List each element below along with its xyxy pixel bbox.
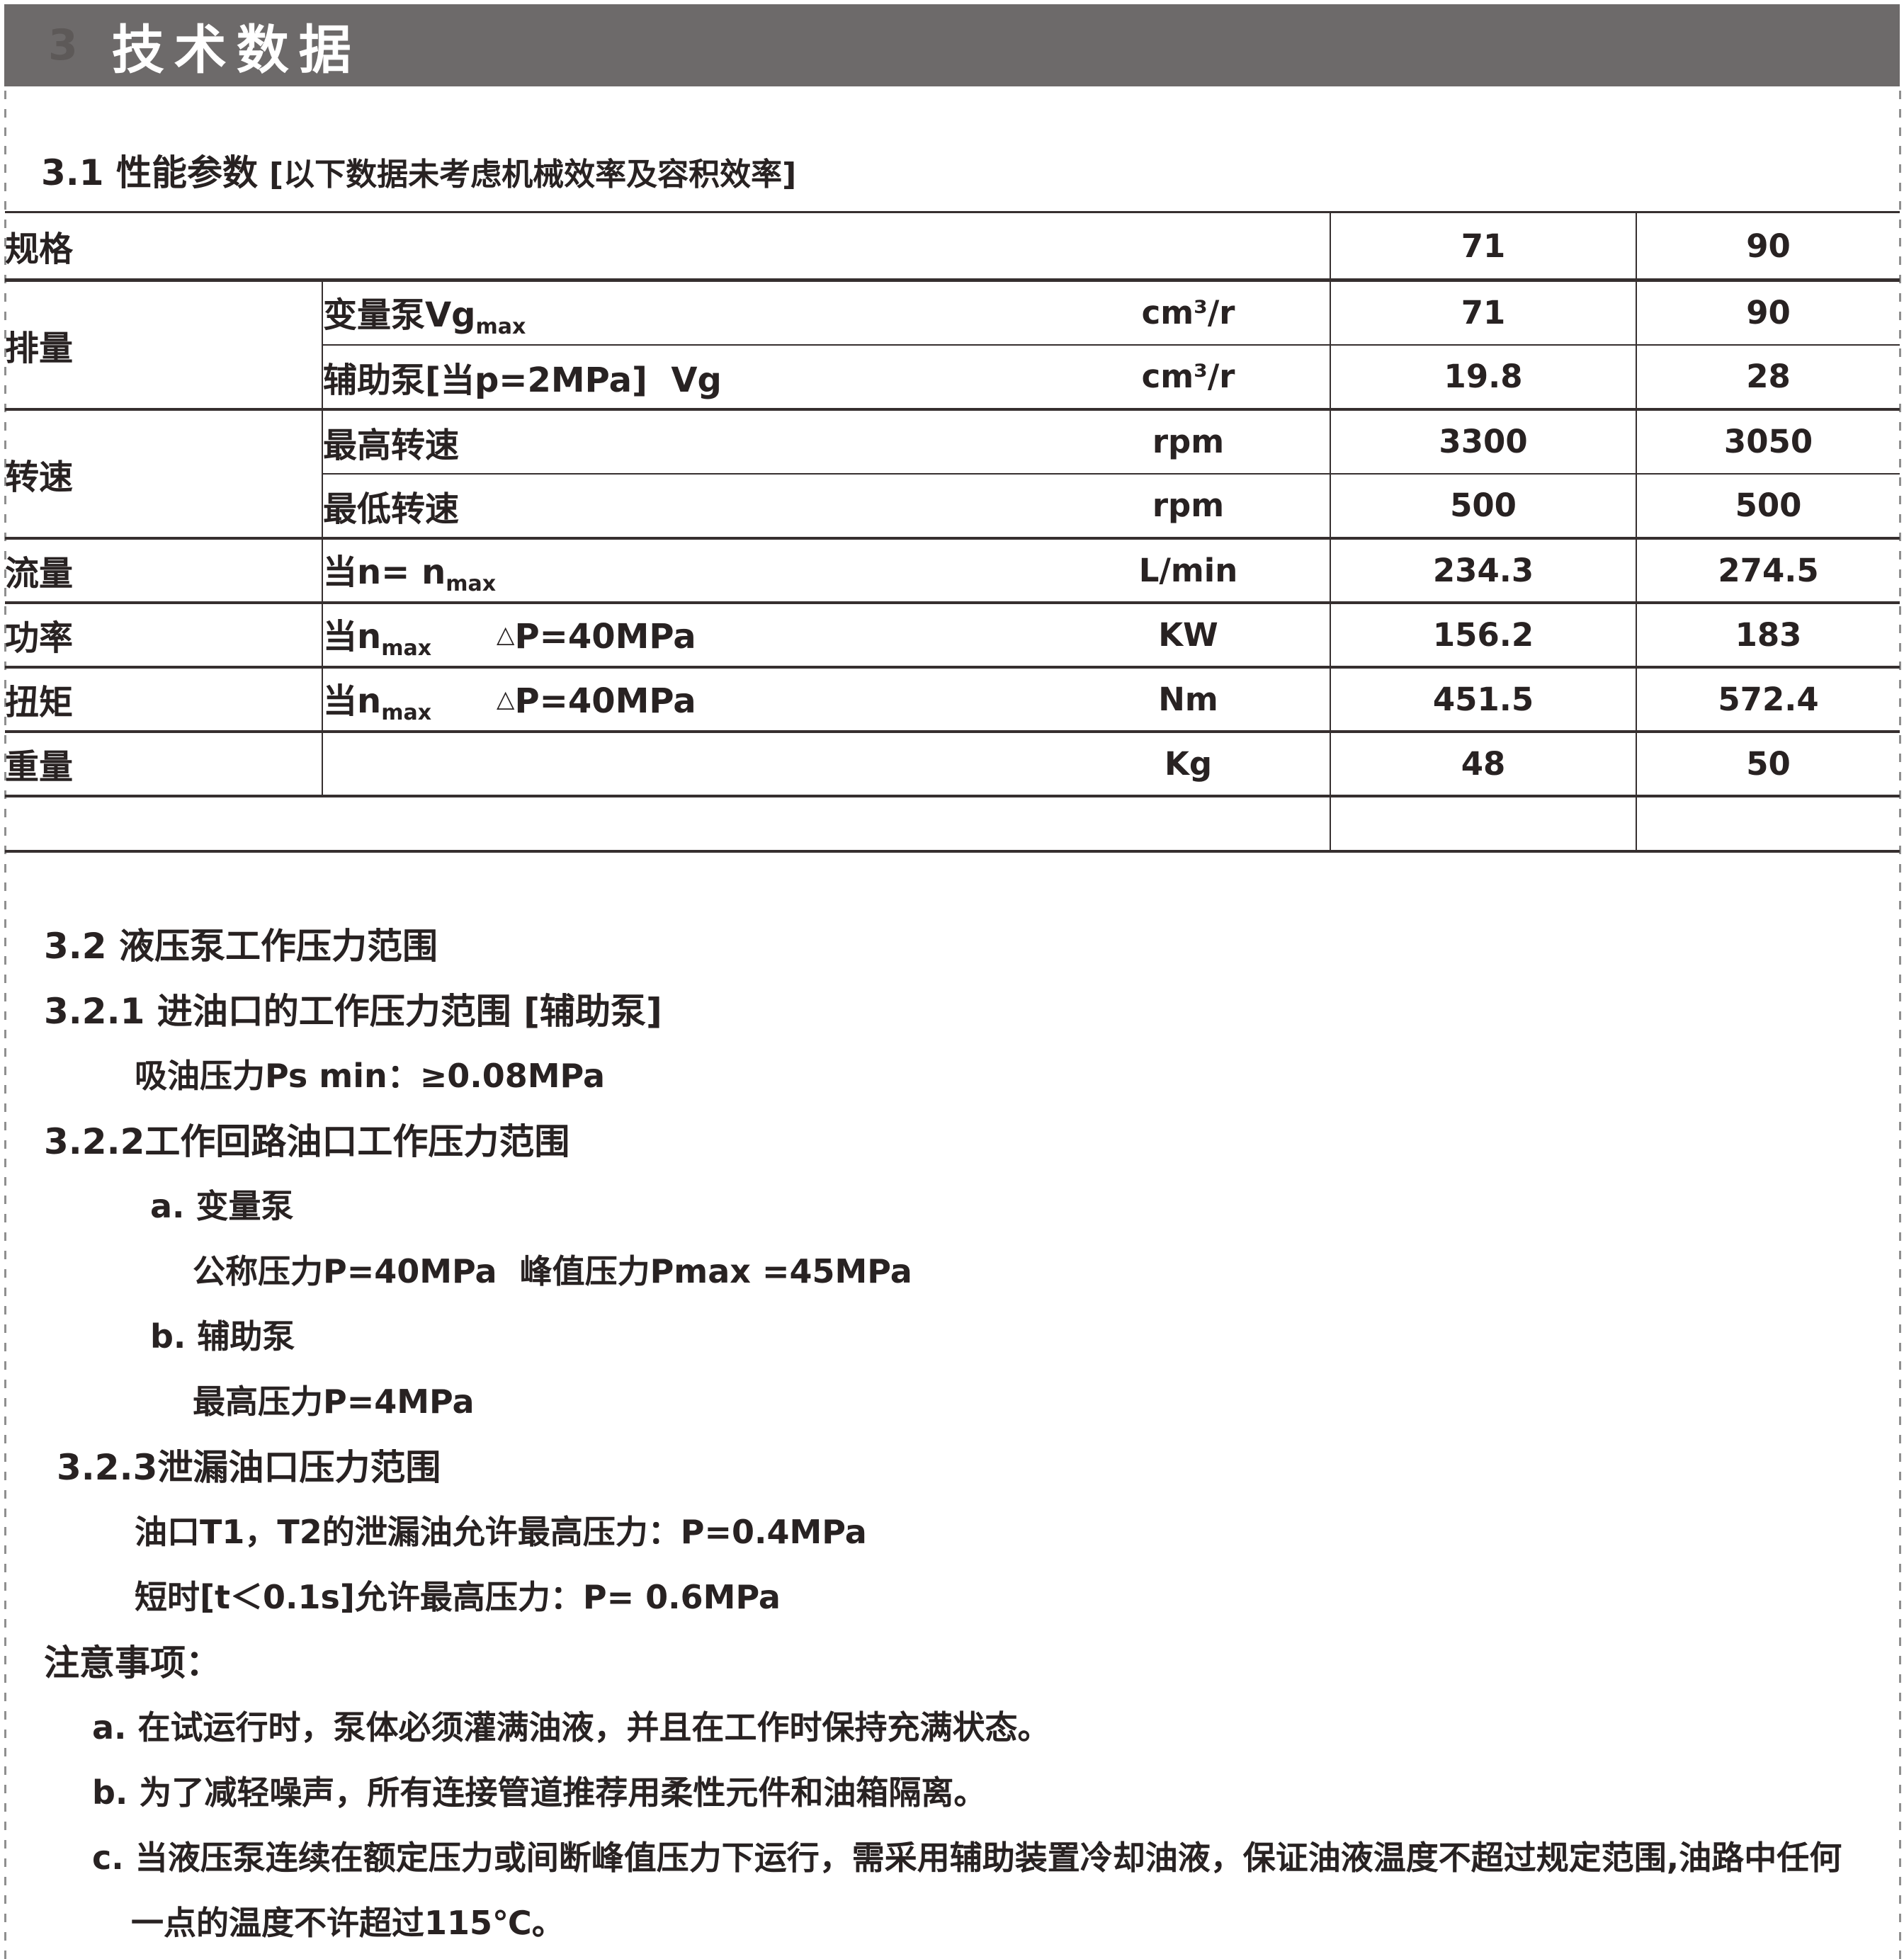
- chapter-header-bar: 3 技术数据: [4, 4, 1900, 86]
- cell-unit: Nm: [1047, 666, 1332, 733]
- cell-unit: cm³/r: [1047, 280, 1332, 346]
- desc-text: 当n: [323, 681, 382, 721]
- cell-min-speed-desc: 最低转速: [322, 473, 1047, 540]
- note-item-b: b. 为了减轻噪声，所有连接管道推荐用柔性元件和油箱隔离。: [92, 1773, 987, 1812]
- cell-max-speed-desc: 最高转速: [322, 409, 1047, 475]
- item-b-auxiliary-pump: b. 辅助泵: [150, 1317, 295, 1356]
- cell-value-90: 28: [1636, 344, 1900, 411]
- section-3-1-title: 3.1 性能参数: [41, 152, 258, 193]
- cell-weight-group: 重量: [5, 731, 323, 797]
- cell-value-71: 156.2: [1330, 602, 1638, 669]
- table-row-weight: 重量 Kg 48 50: [5, 731, 1900, 797]
- cell-value-71: 48: [1330, 731, 1638, 797]
- cell-value-90: 572.4: [1636, 666, 1900, 733]
- cell-value-90: 3050: [1636, 409, 1900, 475]
- delta-symbol: △: [497, 685, 515, 712]
- table-row-empty: [5, 795, 1900, 853]
- cell-value-90: 90: [1636, 280, 1900, 346]
- desc-text: 变量泵Vg: [323, 295, 476, 335]
- auxiliary-pump-pressure-spec: 最高压力P=4MPa: [193, 1382, 475, 1421]
- item-a-variable-pump: a. 变量泵: [150, 1187, 294, 1225]
- cell-unit: rpm: [1047, 473, 1332, 540]
- cell-value-71: 19.8: [1330, 344, 1638, 411]
- subscript-max: max: [381, 636, 432, 661]
- desc-text: 当n: [323, 617, 382, 657]
- cell-spec-label: 规格: [5, 211, 1332, 282]
- table-row-spec: 规格 71 90: [5, 211, 1900, 282]
- cell-unit: Kg: [1047, 731, 1332, 797]
- section-3-2-2-heading: 3.2.2工作回路油口工作压力范围: [44, 1121, 570, 1162]
- notes-heading: 注意事项：: [44, 1642, 221, 1683]
- table-row-torque: 扭矩 当nmax △P=40MPa Nm 451.5 572.4: [5, 666, 1900, 733]
- page-left-dashed-border: [4, 91, 6, 1959]
- subscript-max: max: [475, 314, 526, 339]
- note-item-a: a. 在试运行时，泵体必须灌满油液，并且在工作时保持充满状态。: [92, 1708, 1050, 1747]
- cell-value-71: 71: [1330, 280, 1638, 346]
- text-sections: 3.2 液压泵工作压力范围 3.2.1 进油口的工作压力范围 [辅助泵] 吸油压…: [0, 911, 1904, 1953]
- note-item-c: c. 当液压泵连续在额定压力或间断峰值压力下运行，需采用辅助装置冷却油液，保证油…: [92, 1839, 1842, 1877]
- cell-empty-left: [5, 795, 1332, 853]
- table-row-displacement-auxiliary: 辅助泵[当p=2MPa] Vg cm³/r 19.8 28: [5, 344, 1900, 411]
- cell-torque-group: 扭矩: [5, 666, 323, 733]
- table-row-speed-min: 最低转速 rpm 500 500: [5, 473, 1900, 540]
- condition-text: P=40MPa: [514, 681, 696, 721]
- condition-text: P=40MPa: [514, 617, 696, 657]
- cell-torque-desc: 当nmax △P=40MPa: [322, 666, 1047, 733]
- cell-weight-desc-empty: [322, 731, 1047, 797]
- chapter-number: 3: [48, 21, 78, 70]
- chapter-title: 技术数据: [111, 19, 361, 81]
- cell-value-71: 234.3: [1330, 538, 1638, 604]
- section-3-2-3-heading: 3.2.3泄漏油口压力范围: [57, 1447, 441, 1488]
- suction-pressure-spec: 吸油压力Ps min：≥0.08MPa: [135, 1057, 606, 1095]
- cell-value-71: 451.5: [1330, 666, 1638, 733]
- page-right-dashed-border: [1899, 91, 1901, 1959]
- cell-empty-90: [1636, 795, 1900, 853]
- table-row-displacement-variable: 排量 变量泵Vgmax cm³/r 71 90: [5, 280, 1900, 411]
- cell-speed-group: 转速: [5, 409, 323, 540]
- table-row-power: 功率 当nmax △P=40MPa KW 156.2 183: [5, 602, 1900, 669]
- desc-text: 当n= n: [323, 552, 446, 592]
- variable-pump-pressure-spec: 公称压力P=40MPa 峰值压力Pmax =45MPa: [193, 1252, 912, 1290]
- cell-unit: L/min: [1047, 538, 1332, 604]
- short-time-pressure-spec: 短时[t＜0.1s]允许最高压力：P= 0.6MPa: [135, 1578, 781, 1616]
- cell-unit: rpm: [1047, 409, 1332, 475]
- cell-empty-71: [1330, 795, 1638, 853]
- cell-unit: cm³/r: [1047, 344, 1332, 411]
- cell-displacement-group: 排量: [5, 280, 323, 411]
- cell-flow-desc: 当n= nmax: [322, 538, 1047, 604]
- cell-value-90: 500: [1636, 473, 1900, 540]
- cell-power-group: 功率: [5, 602, 323, 669]
- performance-parameters-table: 规格 71 90 排量 变量泵Vgmax cm³/r 71 90 辅助泵[当p=…: [5, 211, 1900, 853]
- cell-value-71: 3300: [1330, 409, 1638, 475]
- leak-port-pressure-spec: 油口T1，T2的泄漏油允许最高压力：P=0.4MPa: [135, 1513, 867, 1551]
- cell-value-71: 500: [1330, 473, 1638, 540]
- cell-variable-pump-desc: 变量泵Vgmax: [322, 280, 1047, 346]
- cell-auxiliary-pump-desc: 辅助泵[当p=2MPa] Vg: [322, 344, 1047, 411]
- subscript-max: max: [446, 572, 497, 596]
- section-3-2-1-heading: 3.2.1 进油口的工作压力范围 [辅助泵]: [44, 991, 662, 1032]
- cell-spec-71: 71: [1330, 211, 1638, 282]
- cell-flow-group: 流量: [5, 538, 323, 604]
- section-3-2-heading: 3.2 液压泵工作压力范围: [44, 926, 438, 967]
- cell-spec-90: 90: [1636, 211, 1900, 282]
- cell-value-90: 183: [1636, 602, 1900, 669]
- delta-symbol: △: [497, 620, 515, 648]
- cell-unit: KW: [1047, 602, 1332, 669]
- cell-value-90: 50: [1636, 731, 1900, 797]
- section-3-1-heading: 3.1 性能参数 [以下数据未考虑机械效率及容积效率]: [41, 144, 796, 195]
- section-3-1-note: [以下数据未考虑机械效率及容积效率]: [268, 157, 797, 193]
- table-row-flow: 流量 当n= nmax L/min 234.3 274.5: [5, 538, 1900, 604]
- cell-value-90: 274.5: [1636, 538, 1900, 604]
- note-item-c-continued: 一点的温度不许超过115℃。: [131, 1904, 565, 1942]
- table-row-speed-max: 转速 最高转速 rpm 3300 3050: [5, 409, 1900, 540]
- cell-power-desc: 当nmax △P=40MPa: [322, 602, 1047, 669]
- subscript-max: max: [381, 700, 432, 725]
